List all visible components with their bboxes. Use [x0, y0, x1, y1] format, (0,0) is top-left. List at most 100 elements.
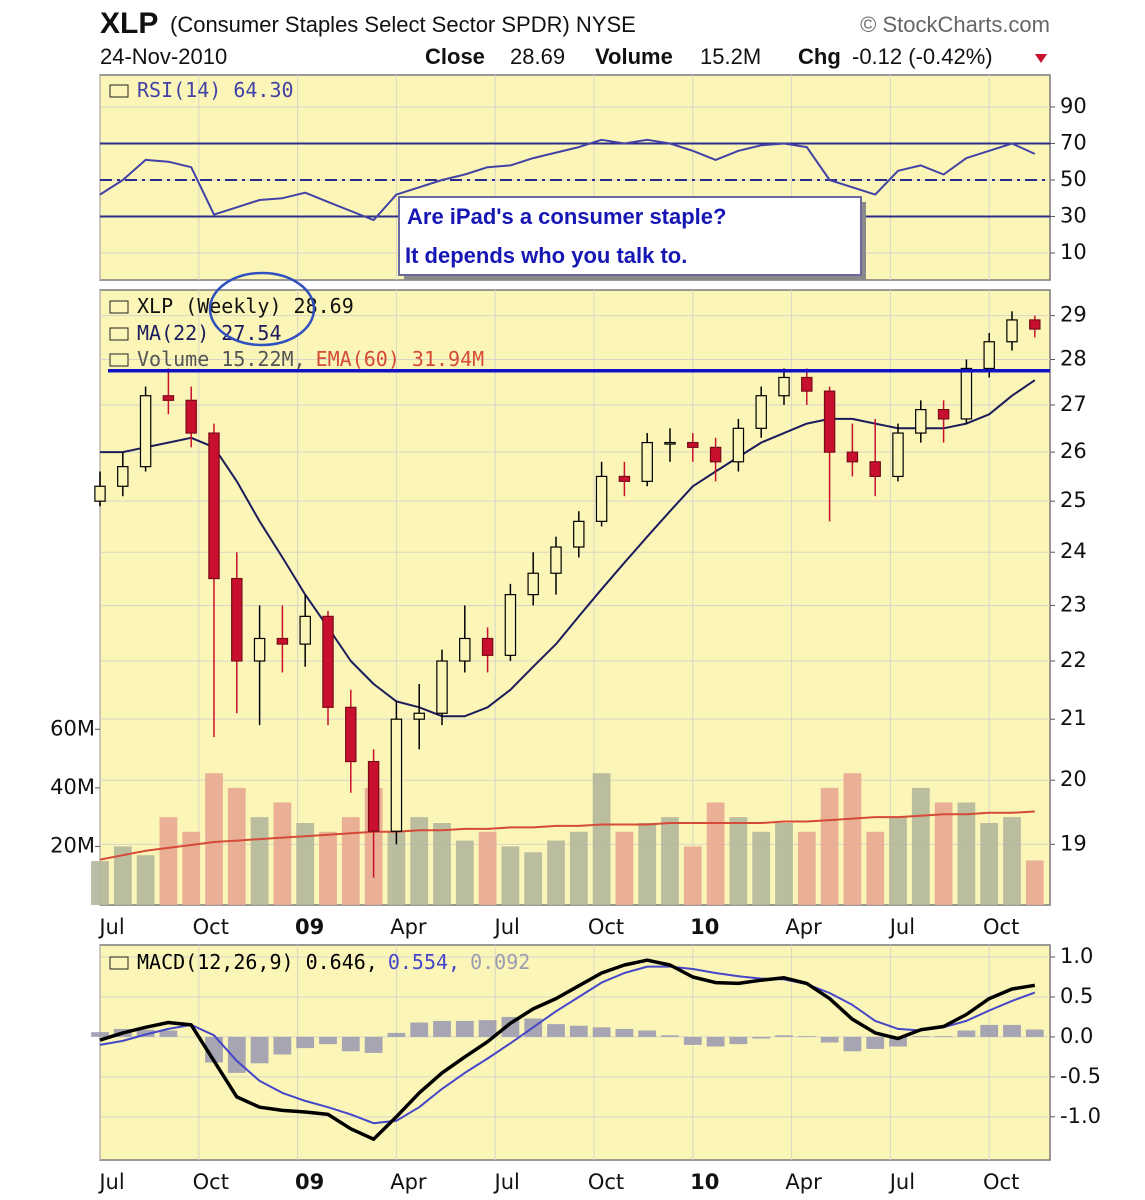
candle-body [641, 441, 653, 482]
note-line: Are iPad's a consumer staple? [407, 204, 726, 229]
y-tick-label: -0.5 [1060, 1064, 1101, 1088]
x-tick-label: 10 [690, 1170, 719, 1194]
volume-bar [91, 861, 109, 905]
y-tick-label: 21 [1060, 706, 1087, 730]
panel: Jul Oct 09 Apr Jul Oct 10 Apr Jul Oct 19 20 21 22 23 24… [50, 289, 1087, 939]
histogram-bar [364, 1036, 383, 1053]
volume-bar [889, 817, 907, 905]
y-tick-label: 19 [1060, 831, 1087, 855]
volume-bar [706, 802, 725, 905]
candle-body [755, 395, 767, 429]
legend-icon [109, 956, 129, 970]
legend: MA(22) 27.54 [137, 321, 282, 345]
date: 24-Nov-2010 [100, 44, 227, 69]
histogram-bar [433, 1020, 451, 1037]
close-value: 28.69 [510, 44, 565, 69]
volume-bar [866, 831, 885, 905]
candle-body [345, 706, 357, 763]
volume-bar [934, 802, 953, 905]
volume-bar [387, 831, 406, 905]
panel-background [99, 289, 1051, 906]
histogram-bar [843, 1036, 862, 1052]
candle-body [801, 376, 813, 392]
histogram-bar [775, 1035, 793, 1037]
volume-bar [729, 817, 748, 905]
histogram-bar [820, 1036, 839, 1043]
histogram-bar [319, 1036, 337, 1045]
y-tick-label: 30 [1060, 203, 1087, 227]
source: © StockCharts.com [860, 12, 1050, 37]
candle-body [527, 572, 539, 596]
y-tick-label: 26 [1060, 439, 1087, 463]
candle-body [732, 427, 745, 463]
volume-bar [615, 831, 634, 905]
x-tick-label: Apr [390, 915, 427, 939]
x-tick-label: Oct [193, 915, 229, 939]
volume-bar [273, 802, 292, 905]
volume-bar [478, 831, 497, 905]
volume-bar [205, 773, 223, 905]
legend-entry: EMA(60) 31.94M [316, 347, 485, 371]
candle-body [709, 446, 722, 463]
volume-value: 15.2M [700, 44, 761, 69]
histogram-bar [136, 1029, 155, 1037]
histogram-bar [91, 1032, 109, 1037]
histogram-bar [250, 1036, 269, 1064]
volume-bar [592, 773, 611, 905]
histogram-bar [980, 1024, 999, 1037]
candle-body [208, 432, 220, 580]
candle-body [94, 485, 106, 502]
y-tick-label: 22 [1060, 648, 1087, 672]
legend-icon [109, 84, 129, 98]
volume-bar [501, 846, 520, 905]
candle-body [550, 546, 562, 574]
legend-entry: XLP (Weekly) 28.69 [137, 294, 354, 318]
candle-body [573, 520, 585, 548]
candle-body [481, 637, 494, 656]
volume-bar [547, 840, 565, 905]
volume-bar [980, 823, 999, 905]
candle-body [823, 390, 836, 453]
histogram-bar [478, 1020, 497, 1037]
volume-bar [661, 817, 679, 905]
change-value: -0.12 (-0.42%) [852, 44, 993, 69]
y2-tick-label: 20M [50, 833, 95, 857]
y-tick-label: 0.0 [1060, 1024, 1093, 1048]
series-line [99, 810, 1035, 861]
volume-bar [524, 852, 543, 905]
symbol: XLP [100, 7, 158, 40]
x-tick-label: Oct [588, 915, 624, 939]
histogram-bar [273, 1036, 292, 1055]
volume-bar [843, 773, 862, 905]
legend-icon [109, 353, 129, 367]
x-tick-label: Oct [193, 1170, 229, 1194]
candle-body [390, 718, 403, 832]
candle-body [322, 615, 334, 708]
volume-bar [455, 840, 474, 905]
highlight-circle [208, 271, 316, 347]
candle-body [185, 399, 197, 434]
y-tick-label: 70 [1060, 130, 1087, 154]
volume-bar [820, 787, 839, 905]
volume-bar [638, 823, 657, 905]
candle-body [869, 461, 881, 478]
histogram-bar [296, 1036, 315, 1049]
volume-bar [250, 817, 269, 905]
overlay: Are iPad's a consumer staple? It depends… [208, 196, 866, 347]
candle-body [892, 432, 904, 478]
y-tick-label: 10 [1060, 240, 1087, 264]
legend-entry: 0.554, [388, 950, 460, 974]
note-box [398, 196, 862, 276]
legend-entry: Volume 15.22M, [137, 347, 306, 371]
x-tick-label: Jul [493, 1170, 520, 1194]
candle-body [504, 594, 517, 656]
series-line [99, 958, 1036, 1141]
close-label: Close [425, 44, 485, 69]
y-tick-label: -1.0 [1060, 1104, 1101, 1128]
candle-body [367, 760, 380, 832]
volume-bar [683, 846, 702, 905]
legend: MACD(12,26,9) 0.646, 0.554, 0.092 [137, 950, 530, 974]
panel: Jul Oct 09 Apr Jul Oct 10 Apr Jul Oct 1.0 0.5 0.0 -0.… [91, 944, 1101, 1194]
